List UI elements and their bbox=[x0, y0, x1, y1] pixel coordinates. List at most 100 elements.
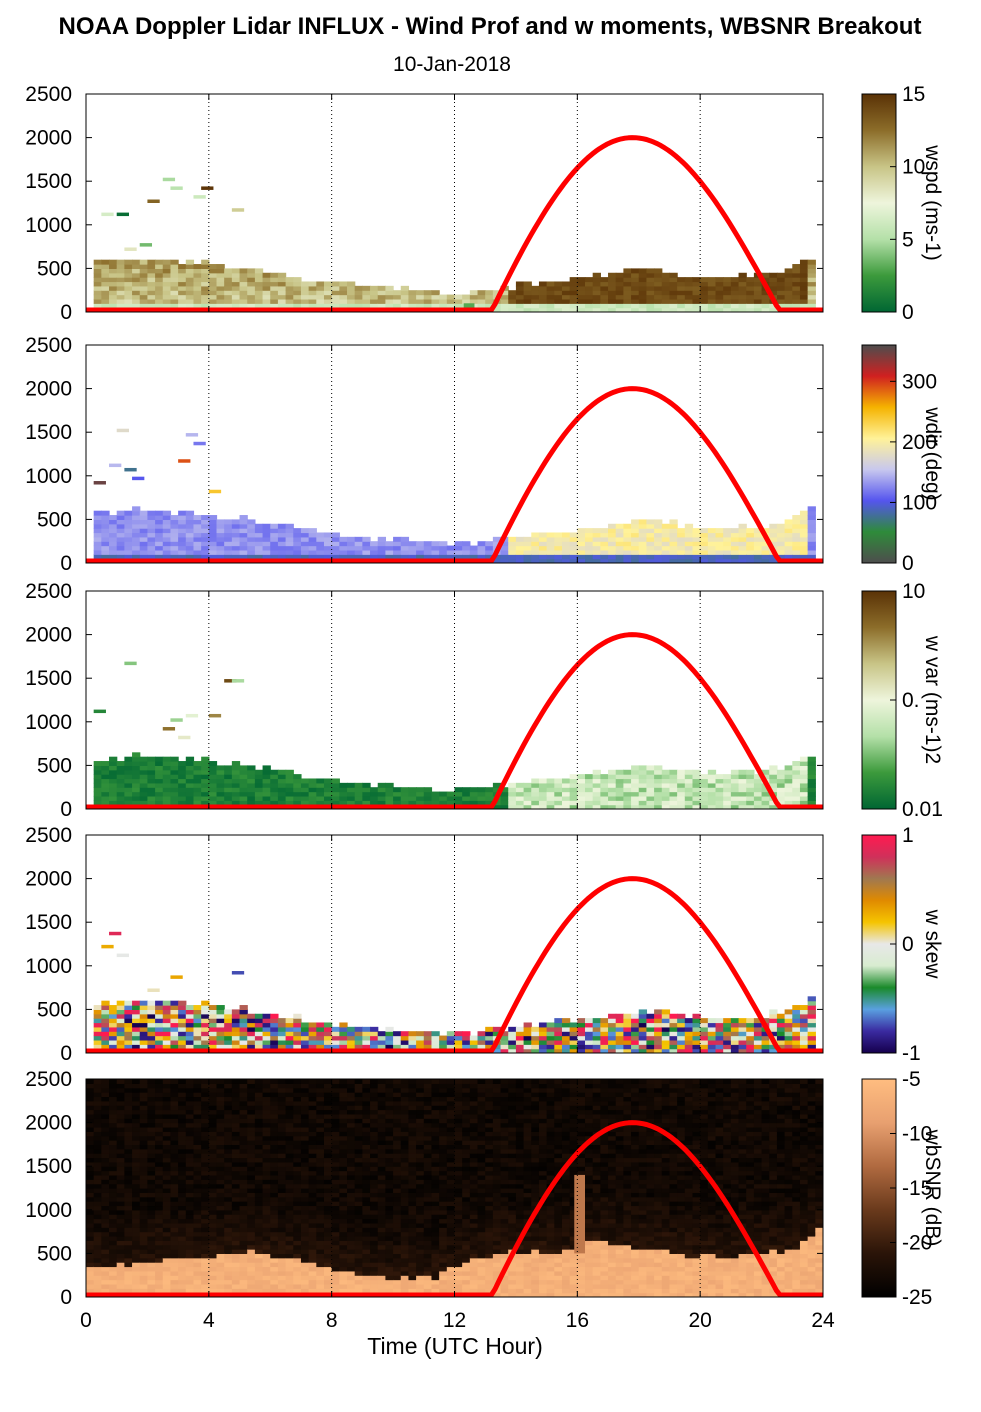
heatmap-cell bbox=[661, 298, 671, 304]
heatmap-cell bbox=[677, 1039, 686, 1045]
heatmap-cell bbox=[109, 285, 118, 291]
heatmap-cell bbox=[654, 791, 663, 797]
heatmap-cell bbox=[600, 294, 609, 300]
heatmap-cell bbox=[753, 558, 763, 563]
heatmap-cell bbox=[293, 528, 302, 534]
heatmap-cell bbox=[247, 1087, 256, 1093]
heatmap-cell bbox=[807, 510, 816, 516]
heatmap-cell bbox=[155, 787, 164, 793]
heatmap-cell bbox=[193, 1079, 202, 1084]
heatmap-cell bbox=[608, 541, 617, 547]
heatmap-cell bbox=[684, 1026, 694, 1032]
heatmap-cell bbox=[270, 1174, 279, 1180]
heatmap-cell bbox=[592, 791, 601, 797]
heatmap-cell bbox=[254, 1126, 264, 1132]
heatmap-cell bbox=[331, 795, 340, 801]
heatmap-cell bbox=[178, 1105, 187, 1111]
heatmap-cell bbox=[561, 787, 571, 793]
heatmap-cell bbox=[608, 285, 617, 291]
heatmap-cell bbox=[316, 800, 325, 806]
heatmap-cell bbox=[646, 1022, 655, 1028]
heatmap-cell bbox=[224, 277, 233, 283]
heatmap-cell bbox=[769, 290, 778, 296]
heatmap-cell bbox=[224, 1249, 233, 1254]
heatmap-cell bbox=[109, 1279, 118, 1285]
heatmap-cell bbox=[293, 1118, 302, 1124]
heatmap-cell bbox=[523, 290, 532, 296]
heatmap-cell bbox=[707, 303, 717, 309]
heatmap-cell bbox=[431, 554, 440, 560]
heatmap-cell bbox=[162, 1235, 172, 1241]
heatmap-cell bbox=[124, 787, 133, 793]
heatmap-cells bbox=[93, 177, 816, 312]
heatmap-cell bbox=[93, 1122, 102, 1128]
heatmap-cell bbox=[730, 277, 740, 283]
heatmap-cell bbox=[531, 532, 540, 538]
colorbar-bar bbox=[861, 590, 897, 810]
heatmap-cell bbox=[185, 1113, 195, 1119]
heatmap-cell bbox=[400, 545, 410, 551]
heatmap-cell bbox=[792, 769, 801, 775]
heatmap-cell bbox=[139, 1135, 149, 1141]
heatmap-cell bbox=[193, 1131, 202, 1137]
heatmap-cell bbox=[316, 294, 325, 300]
heatmap-cell bbox=[692, 294, 701, 300]
heatmap-cell bbox=[492, 541, 502, 547]
heatmap-cell bbox=[285, 545, 294, 551]
heatmap-cell bbox=[293, 1157, 302, 1163]
heatmap-cell bbox=[93, 277, 102, 283]
heatmap-cell bbox=[776, 536, 786, 542]
heatmap-cell bbox=[439, 549, 448, 555]
heatmap-cell bbox=[239, 1083, 248, 1089]
heatmap-cell bbox=[201, 765, 210, 771]
heatmap-cell bbox=[416, 290, 425, 296]
heatmap-cell bbox=[239, 1231, 248, 1237]
heatmap-cell bbox=[347, 1039, 356, 1045]
heatmap-cell bbox=[132, 532, 141, 538]
y-tick-label: 500 bbox=[37, 754, 72, 777]
heatmap-cell bbox=[684, 787, 694, 793]
heatmap-cell bbox=[132, 536, 141, 542]
heatmap-cell bbox=[216, 536, 225, 542]
heatmap-cell bbox=[577, 782, 586, 788]
heatmap-cell bbox=[753, 277, 763, 283]
heatmap-cell bbox=[715, 290, 724, 296]
heatmap-cell bbox=[677, 1022, 686, 1028]
heatmap-cell bbox=[86, 1131, 95, 1137]
heatmap-cell bbox=[807, 541, 816, 547]
heatmap-cell bbox=[439, 1039, 448, 1045]
heatmap-cell bbox=[193, 1039, 202, 1045]
heatmap-cell bbox=[147, 1157, 156, 1163]
heatmap-cell bbox=[162, 1266, 172, 1272]
heatmap-cell bbox=[561, 545, 571, 551]
heatmap-cell bbox=[262, 1283, 271, 1289]
heatmap-cell bbox=[231, 268, 241, 274]
heatmap-cell bbox=[178, 761, 187, 766]
heatmap-cell bbox=[139, 294, 149, 300]
heatmap-cell bbox=[139, 1026, 149, 1032]
heatmap-cell bbox=[600, 281, 609, 287]
heatmap-cell bbox=[147, 782, 156, 788]
heatmap-cell bbox=[216, 1035, 225, 1041]
heatmap-cell bbox=[247, 554, 256, 560]
heatmap-cell bbox=[231, 532, 241, 538]
heatmap-cell bbox=[300, 800, 310, 806]
heatmap-cell bbox=[93, 1100, 102, 1106]
heatmap-cell bbox=[93, 1231, 102, 1237]
heatmap-cell bbox=[201, 303, 210, 309]
heatmap-cell bbox=[354, 290, 363, 296]
heatmap-cell bbox=[201, 1013, 210, 1019]
heatmap-cell bbox=[692, 541, 701, 547]
heatmap-cell bbox=[277, 778, 287, 784]
heatmap-cell bbox=[270, 769, 279, 775]
heatmap-cell bbox=[170, 515, 179, 520]
heatmap-cell bbox=[86, 1148, 95, 1154]
heatmap-cell bbox=[277, 1235, 287, 1241]
heatmap-cell bbox=[147, 1079, 156, 1084]
heatmap-cell bbox=[608, 804, 617, 809]
heatmap-cell bbox=[178, 1140, 187, 1145]
heatmap-cell bbox=[193, 549, 202, 555]
heatmap-cell bbox=[239, 774, 248, 780]
heatmap-cell bbox=[185, 1201, 195, 1207]
heatmap-cell bbox=[300, 1218, 310, 1224]
